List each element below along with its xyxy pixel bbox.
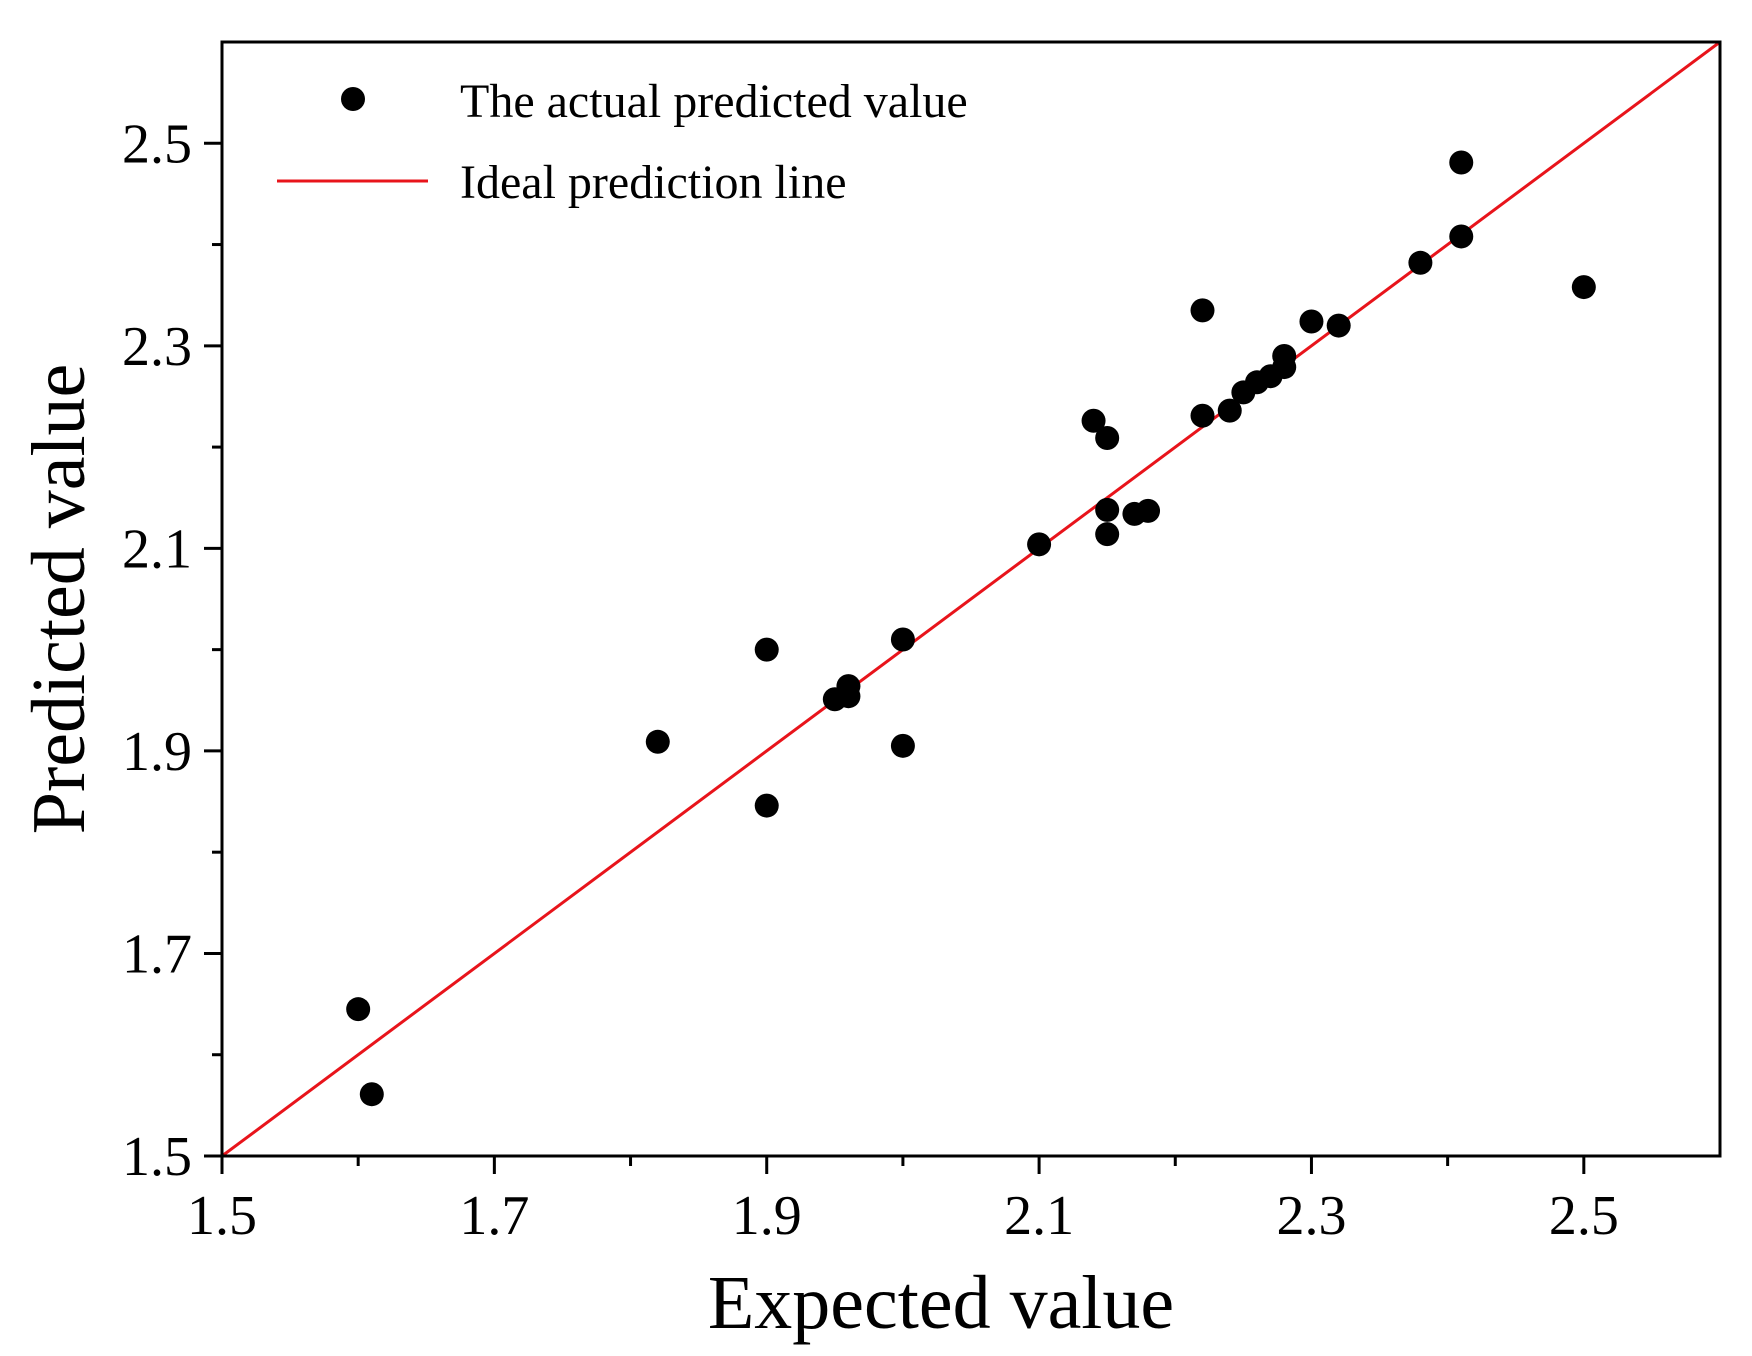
- data-point: [836, 684, 861, 709]
- data-point: [1272, 343, 1297, 368]
- legend-label-scatter: The actual predicted value: [460, 75, 968, 128]
- data-point: [1081, 408, 1106, 433]
- y-tick-label: 1.5: [122, 1126, 192, 1188]
- legend: The actual predicted value Ideal predict…: [277, 75, 968, 209]
- axis-ticks: [204, 141, 1586, 1174]
- x-tick-label: 2.5: [1549, 1185, 1619, 1247]
- data-point: [359, 1082, 384, 1107]
- y-tick-label: 1.9: [122, 721, 192, 783]
- ideal-line-layer: [221, 40, 1721, 1158]
- ideal-prediction-line: [221, 40, 1721, 1158]
- y-tick-label: 2.3: [122, 316, 192, 378]
- y-tick-label: 2.5: [122, 113, 192, 175]
- data-point: [1299, 309, 1324, 334]
- x-tick-label: 1.7: [459, 1185, 529, 1247]
- data-point: [1095, 425, 1120, 450]
- data-point: [1095, 522, 1120, 547]
- tick-labels: 1.5 1.7 1.9 2.1 2.3 2.5 1.5 1.7 1.9 2.1 2.3 2.5: [122, 113, 1619, 1247]
- x-axis-title: Expected value: [708, 1261, 1174, 1345]
- plot-area-frame: [220, 40, 1722, 1158]
- data-point: [645, 729, 670, 754]
- data-point: [754, 637, 779, 662]
- y-tick-label: 2.1: [122, 518, 192, 580]
- x-tick-label: 2.3: [1276, 1185, 1346, 1247]
- x-tick-label: 1.9: [732, 1185, 802, 1247]
- data-point: [1190, 403, 1215, 428]
- data-point: [890, 627, 915, 652]
- legend-label-line: Ideal prediction line: [460, 156, 847, 209]
- data-point: [346, 997, 371, 1022]
- data-point: [1095, 497, 1120, 522]
- legend-marker-scatter: [341, 87, 365, 111]
- y-axis-title: Predicted value: [17, 364, 101, 835]
- data-point: [1136, 498, 1161, 523]
- y-tick-label: 1.7: [122, 923, 192, 985]
- x-tick-label: 1.5: [187, 1185, 257, 1247]
- data-point: [1326, 313, 1351, 338]
- data-point: [1190, 298, 1215, 323]
- data-point: [1449, 150, 1474, 175]
- data-point: [1449, 224, 1474, 249]
- data-point: [1408, 250, 1433, 275]
- x-tick-label: 2.1: [1004, 1185, 1074, 1247]
- data-point: [754, 793, 779, 818]
- scatter-points: [346, 150, 1596, 1107]
- data-point: [1217, 398, 1242, 423]
- data-point: [1027, 532, 1052, 557]
- data-point: [890, 733, 915, 758]
- data-point: [1571, 275, 1596, 300]
